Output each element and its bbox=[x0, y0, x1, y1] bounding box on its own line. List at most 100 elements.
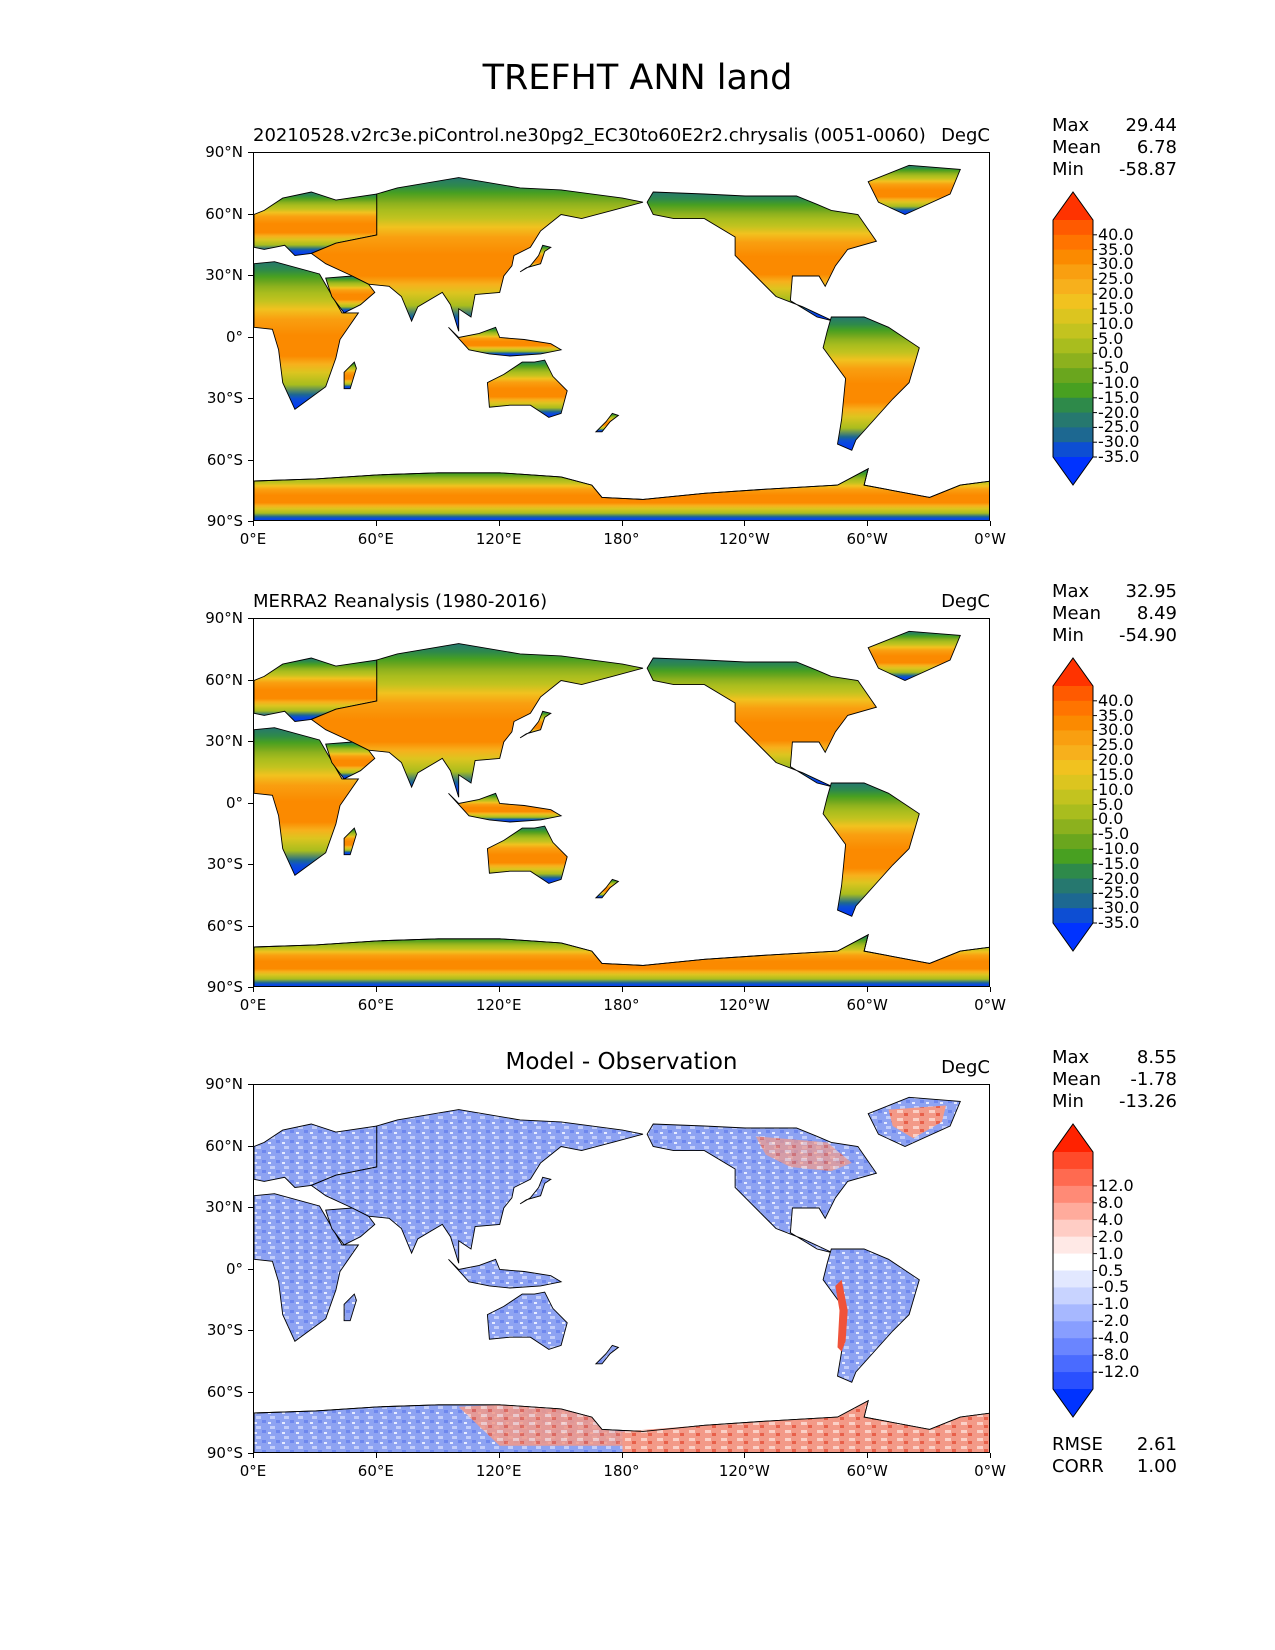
map-canvas bbox=[254, 164, 989, 520]
colorbar-swatch bbox=[1053, 1236, 1093, 1254]
lat-tick-label: 90°N bbox=[205, 143, 243, 161]
colorbar-swatch bbox=[1053, 338, 1093, 354]
lon-tick bbox=[375, 1453, 377, 1458]
lat-tick-label: 90°N bbox=[205, 1075, 243, 1093]
metric-rmse: RMSE 2.61 bbox=[1052, 1434, 1177, 1456]
colorbar-swatch bbox=[1053, 1338, 1093, 1356]
colorbar-tick-label: 0.0 bbox=[1098, 809, 1124, 829]
colorbar-tick-label: 15.0 bbox=[1098, 764, 1134, 784]
lat-tick bbox=[248, 1207, 253, 1208]
colorbar-swatch bbox=[1053, 308, 1093, 325]
stat-label: Min bbox=[1052, 625, 1084, 646]
lat-tick bbox=[248, 679, 253, 681]
lat-tick bbox=[248, 618, 253, 619]
stat-min: Min -54.90 bbox=[1052, 625, 1177, 647]
lat-tick bbox=[248, 1330, 253, 1331]
colorbar-swatch bbox=[1053, 789, 1093, 805]
colorbar-tick-label: 8.0 bbox=[1098, 1192, 1124, 1212]
colorbar-tick-label: -12.0 bbox=[1098, 1362, 1140, 1382]
lon-tick-label: 0°W bbox=[974, 996, 1006, 1014]
coastline-antarctica bbox=[254, 467, 989, 520]
lon-tick bbox=[990, 1453, 991, 1458]
lon-tick bbox=[375, 521, 377, 526]
colorbar-tick-label: 35.0 bbox=[1098, 239, 1134, 259]
stat-value: -13.26 bbox=[1118, 1091, 1177, 1112]
lat-tick bbox=[248, 1268, 253, 1270]
colorbar-tick-label: -5.0 bbox=[1098, 824, 1130, 844]
land-madagascar bbox=[343, 827, 357, 856]
colorbar-tick-label: -35.0 bbox=[1098, 913, 1140, 932]
stat-label: Max bbox=[1052, 1047, 1090, 1068]
colorbar-tick-label: -15.0 bbox=[1098, 853, 1140, 873]
metric-corr: CORR 1.00 bbox=[1052, 1456, 1177, 1478]
lon-tick bbox=[744, 987, 746, 992]
colorbar-tick-label: 0.5 bbox=[1098, 1260, 1124, 1280]
warm-bias-canada bbox=[755, 1136, 852, 1172]
land-asia bbox=[310, 177, 644, 332]
colorbar-swatch bbox=[1053, 878, 1093, 894]
colorbar-tick-label: 25.0 bbox=[1098, 735, 1134, 755]
lon-tick-label: 120°E bbox=[475, 996, 522, 1014]
colorbar-swatch bbox=[1053, 686, 1093, 702]
colorbar-extend-max bbox=[1053, 658, 1093, 686]
land-africa bbox=[254, 1193, 360, 1342]
land-africa bbox=[254, 727, 360, 876]
colorbar-swatch bbox=[1053, 715, 1093, 731]
colorbar-swatch bbox=[1053, 382, 1093, 399]
colorbar-swatch bbox=[1053, 1287, 1093, 1305]
stat-value: 29.44 bbox=[1125, 115, 1177, 136]
metric-value: 2.61 bbox=[1136, 1434, 1177, 1455]
lat-tick-label: 0° bbox=[225, 793, 243, 812]
land-australia bbox=[486, 359, 568, 418]
stat-label: Min bbox=[1052, 159, 1084, 180]
stat-mean: Mean 8.49 bbox=[1052, 603, 1177, 625]
lon-tick bbox=[253, 521, 254, 526]
land-japan bbox=[519, 244, 552, 273]
land-asia bbox=[310, 643, 644, 798]
colorbar-tick-label: 30.0 bbox=[1098, 720, 1134, 740]
stat-value: 8.55 bbox=[1136, 1047, 1177, 1068]
colorbar-tick-label: 0.0 bbox=[1098, 343, 1124, 363]
panel-title: 20210528.v2rc3e.piControl.ne30pg2_EC30to… bbox=[253, 125, 926, 146]
lat-tick bbox=[248, 213, 253, 215]
land-africa bbox=[254, 261, 360, 410]
colorbar-swatch bbox=[1053, 834, 1093, 850]
colorbar-swatch bbox=[1053, 1270, 1093, 1288]
colorbar-tick-label: 5.0 bbox=[1098, 794, 1124, 814]
land-antarctica bbox=[254, 467, 989, 520]
lat-tick-label: 60°S bbox=[206, 450, 243, 469]
colorbar-tick-label: 15.0 bbox=[1098, 298, 1134, 318]
lon-tick-label: 60°E bbox=[357, 1462, 394, 1480]
lon-tick-label: 0°E bbox=[239, 996, 267, 1014]
colorbar-tick-label: 4.0 bbox=[1098, 1209, 1124, 1229]
lon-tick bbox=[498, 521, 500, 526]
coastline-antarctica bbox=[254, 933, 989, 986]
stat-max: Max 32.95 bbox=[1052, 581, 1177, 603]
stat-value: -58.87 bbox=[1118, 159, 1177, 180]
colorbar-tick-label: -4.0 bbox=[1098, 1328, 1130, 1348]
lat-tick bbox=[248, 987, 253, 988]
lon-tick-label: 120°W bbox=[718, 996, 770, 1014]
stat-label: Min bbox=[1052, 1091, 1084, 1112]
colorbar-swatch bbox=[1053, 848, 1093, 865]
colorbar-tick-label: 10.0 bbox=[1098, 313, 1134, 333]
stat-value: 8.49 bbox=[1136, 603, 1177, 624]
land-australia bbox=[486, 1291, 568, 1350]
land-southamerica bbox=[822, 782, 920, 917]
lat-tick bbox=[248, 459, 253, 461]
land-japan bbox=[519, 1176, 552, 1205]
stat-mean: Mean 6.78 bbox=[1052, 137, 1177, 159]
colorbar-tick-label: 35.0 bbox=[1098, 705, 1134, 725]
lat-tick bbox=[248, 802, 253, 804]
land-northamerica bbox=[646, 657, 878, 788]
lon-tick-label: 0°E bbox=[239, 530, 267, 548]
colorbar-tick-label: -20.0 bbox=[1098, 402, 1140, 422]
panel-units: DegC bbox=[941, 1057, 990, 1078]
colorbar-tick-label: -35.0 bbox=[1098, 447, 1140, 466]
lat-tick-label: 30°N bbox=[205, 732, 243, 750]
colorbar-swatch bbox=[1053, 745, 1093, 761]
colorbar-swatch bbox=[1053, 427, 1093, 443]
colorbar-swatch bbox=[1053, 730, 1093, 746]
lon-tick-label: 60°W bbox=[846, 530, 888, 548]
lon-tick bbox=[990, 987, 991, 992]
